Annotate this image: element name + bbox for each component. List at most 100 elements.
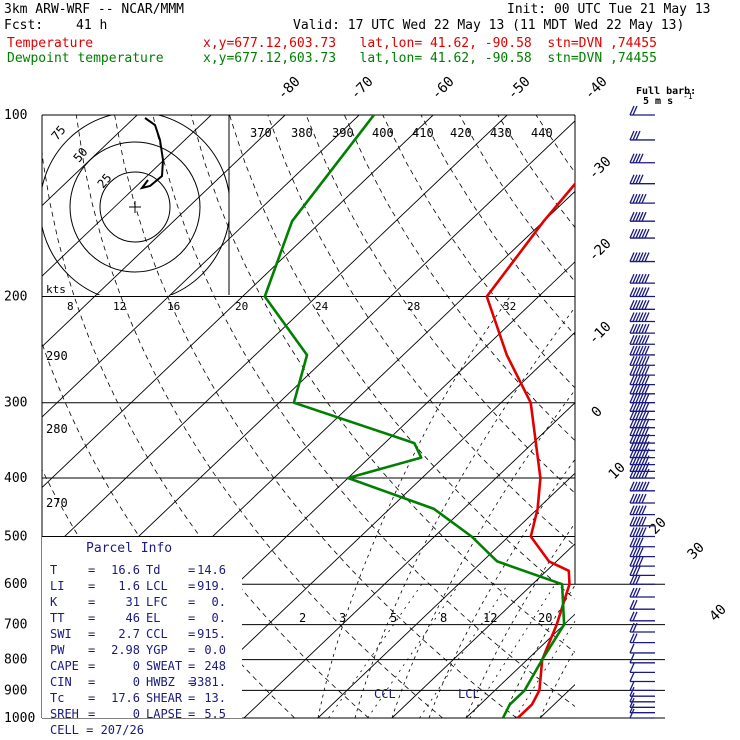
- pressure-label-1000: 1000: [4, 711, 35, 726]
- parcel-eq: =: [188, 659, 195, 673]
- wind-barb: [629, 547, 655, 558]
- wind-barb: [629, 375, 655, 386]
- temperature-legend-label: Temperature: [7, 36, 94, 51]
- parcel-value: 2.98: [111, 643, 140, 657]
- parcel-eq: =: [88, 595, 95, 609]
- dry-adiabat: [75, 115, 443, 718]
- parcel-eq: =: [188, 675, 195, 689]
- theta-label: 400: [372, 126, 394, 140]
- mixing-ratio-label: 12: [483, 611, 497, 625]
- parcel-eq: =: [88, 611, 95, 625]
- parcel-label: Tc: [50, 691, 64, 705]
- wind-barb: [629, 312, 655, 323]
- mixing-ratio-line: [367, 583, 460, 718]
- wind-barb: [629, 410, 655, 421]
- parcel-value: 0: [133, 659, 140, 673]
- wind-barb: [629, 708, 655, 719]
- mixing-ratio-line: [419, 584, 509, 718]
- isotherm-line: [614, 115, 740, 718]
- moist-adiabat: [465, 522, 575, 718]
- wind-barb: [629, 653, 655, 664]
- hodograph-rings: [42, 115, 229, 295]
- wind-barb: [629, 686, 655, 697]
- isotherm-label: -70: [348, 74, 377, 103]
- wind-barb: [629, 345, 655, 356]
- parcel-eq: =: [88, 675, 95, 689]
- dry-adiabat: [420, 115, 575, 336]
- dewpoint-line: [263, 115, 566, 718]
- parcel-value: 16.6: [111, 563, 140, 577]
- moist-adiabat: [539, 649, 575, 718]
- parcel-value: 5.5: [204, 707, 226, 721]
- mixing-ratio-label: 20: [538, 611, 552, 625]
- isotherm-label: -80: [275, 74, 304, 103]
- parcel-value: 915.: [197, 627, 226, 641]
- wind-barb: [629, 273, 655, 284]
- parcel-value: 17.6: [111, 691, 140, 705]
- parcel-value: 0: [133, 707, 140, 721]
- barb-legend-value: 5 m s: [643, 96, 673, 107]
- parcel-eq: =: [188, 595, 195, 609]
- parcel-label: CCL: [146, 627, 168, 641]
- isotherm-label: 40: [707, 602, 730, 625]
- dry-adiabat: [497, 115, 575, 229]
- wind-barb: [629, 468, 655, 479]
- isotherm-line: [169, 331, 575, 718]
- parcel-value: 13.: [204, 691, 226, 705]
- forecast-label: Fcst:: [4, 18, 44, 33]
- mixing-ratio-label: 8: [440, 611, 447, 625]
- wind-barb: [629, 556, 655, 567]
- parcel-label: PW: [50, 643, 65, 657]
- isotherm-label: -20: [586, 236, 615, 265]
- isotherm-label: -10: [586, 319, 615, 348]
- init-time: Init: 00 UTC Tue 21 May 13: [507, 2, 711, 17]
- wind-barb: [629, 174, 655, 185]
- pressure-label-800: 800: [4, 653, 27, 668]
- parcel-label: K: [50, 595, 58, 609]
- parcel-eq: =: [188, 691, 195, 705]
- dewpoint-legend-label: Dewpoint temperature: [7, 51, 164, 66]
- parcel-eq: =: [188, 579, 195, 593]
- theta-label: 430: [490, 126, 512, 140]
- parcel-label: LI: [50, 579, 64, 593]
- hodograph-axis-label: 24: [315, 300, 329, 313]
- theta-left-label: 270: [46, 496, 68, 510]
- moist-adiabat: [317, 296, 511, 718]
- wind-barb: [629, 574, 655, 585]
- parcel-value: 0: [133, 675, 140, 689]
- isotherm-label: -60: [429, 74, 458, 103]
- isotherm-line: [688, 115, 740, 718]
- wind-barb: [629, 153, 655, 164]
- wind-barb: [629, 681, 655, 692]
- parcel-eq: =: [188, 707, 195, 721]
- wind-barb: [629, 703, 655, 714]
- lcl-label: LCL: [458, 687, 480, 701]
- theta-label: 440: [531, 126, 553, 140]
- isotherm-line: [465, 613, 575, 718]
- parcel-label: SREH: [50, 707, 79, 721]
- temperature-line: [485, 181, 575, 718]
- parcel-eq: =: [88, 563, 95, 577]
- temperature-location: x,y=677.12,603.73 lat,lon= 41.62, -90.58…: [203, 36, 657, 51]
- isotherm-line: [42, 115, 360, 418]
- hodograph-ring-label: 25: [95, 171, 115, 191]
- ccl-label: CCL: [374, 687, 396, 701]
- hodograph-trace: [139, 117, 165, 190]
- parcel-label: LCL: [146, 579, 168, 593]
- barb-legend-superscript: -1: [683, 92, 693, 101]
- wind-barb: [629, 537, 655, 548]
- parcel-cell: CELL = 207/26: [50, 723, 144, 737]
- parcel-eq: =: [188, 563, 195, 577]
- forecast-hour: 41 h: [76, 18, 108, 33]
- wind-barb: [629, 211, 655, 222]
- parcel-eq: =: [88, 579, 95, 593]
- wind-barb: [629, 611, 655, 622]
- barb-legend-title: Full barb:: [636, 86, 696, 97]
- parcel-label: SWEAT: [146, 659, 182, 673]
- parcel-eq: =: [88, 627, 95, 641]
- hodograph-unit: kts: [46, 283, 66, 296]
- mixing-ratio-label: 5: [390, 611, 397, 625]
- isotherm-line: [42, 115, 508, 559]
- parcel-eq: =: [88, 691, 95, 705]
- moist-adiabat: [651, 297, 740, 719]
